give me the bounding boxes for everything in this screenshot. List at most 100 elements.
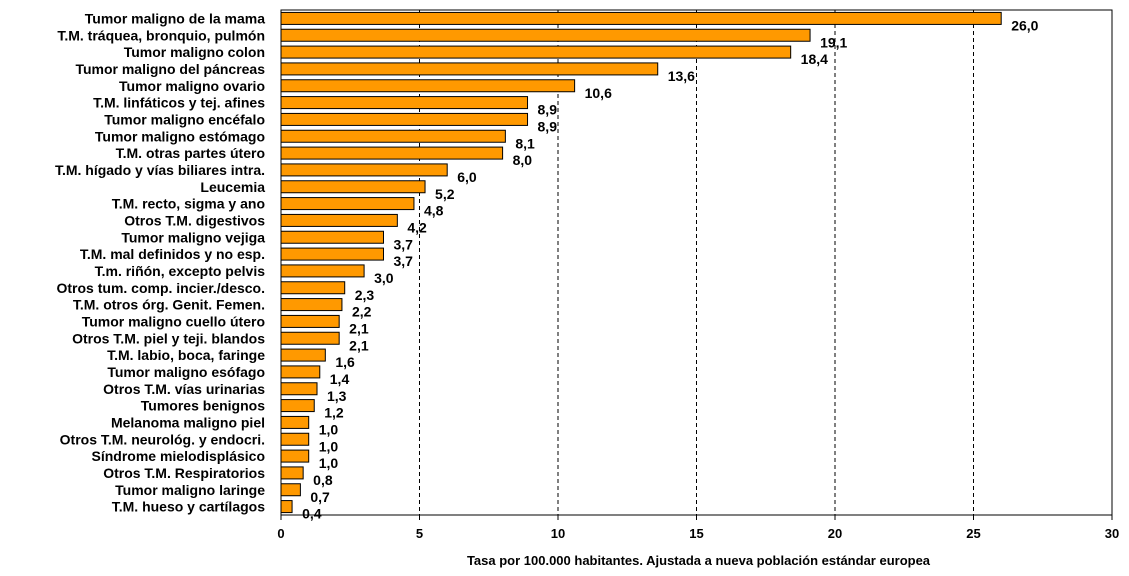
bar bbox=[280, 348, 326, 362]
value-label: 2,3 bbox=[355, 287, 375, 303]
category-label: T.M. linfáticos y tej. afines bbox=[93, 95, 265, 111]
bar bbox=[280, 79, 576, 93]
value-label: 3,7 bbox=[393, 253, 413, 269]
category-label: Tumor maligno esófago bbox=[107, 364, 265, 380]
bar bbox=[280, 230, 384, 244]
value-label: 0,8 bbox=[313, 472, 333, 488]
value-label: 1,0 bbox=[319, 438, 339, 454]
category-label: Otros T.M. neurológ. y endocri. bbox=[60, 431, 265, 447]
category-label: Otros tum. comp. incier./desco. bbox=[57, 280, 266, 296]
bar bbox=[280, 146, 504, 160]
value-label: 0,7 bbox=[310, 489, 330, 505]
value-label: 4,8 bbox=[424, 203, 444, 219]
bar bbox=[280, 298, 343, 312]
value-label: 19,1 bbox=[820, 34, 847, 50]
value-label: 1,4 bbox=[330, 371, 350, 387]
bar bbox=[280, 264, 365, 278]
value-label: 0,4 bbox=[302, 506, 322, 522]
category-label: T.M. otras partes útero bbox=[116, 145, 265, 161]
category-label: Síndrome mielodisplásico bbox=[92, 448, 266, 464]
value-label: 8,1 bbox=[515, 135, 535, 151]
x-tick-label: 5 bbox=[416, 526, 423, 541]
category-label: Tumor maligno encéfalo bbox=[104, 111, 265, 127]
bar bbox=[280, 62, 659, 76]
value-label: 2,2 bbox=[352, 304, 372, 320]
category-label: Melanoma maligno piel bbox=[111, 414, 265, 430]
category-label: T.M. recto, sigma y ano bbox=[112, 196, 265, 212]
value-label: 18,4 bbox=[801, 51, 828, 67]
category-label: Tumor maligno ovario bbox=[119, 78, 265, 94]
category-label: Tumores benignos bbox=[141, 398, 265, 414]
bar bbox=[280, 45, 792, 59]
category-label: Otros T.M. vías urinarias bbox=[103, 381, 265, 397]
x-tick-label: 10 bbox=[551, 526, 565, 541]
bar bbox=[280, 281, 346, 295]
category-label: Otros T.M. piel y teji. blandos bbox=[72, 330, 265, 346]
bar bbox=[280, 365, 321, 379]
value-label: 1,2 bbox=[324, 405, 344, 421]
value-label: 5,2 bbox=[435, 186, 455, 202]
value-label: 2,1 bbox=[349, 320, 369, 336]
bar bbox=[280, 96, 529, 110]
category-label: T.m. riñón, excepto pelvis bbox=[95, 263, 266, 279]
bar bbox=[280, 314, 340, 328]
category-label: Leucemia bbox=[200, 179, 265, 195]
category-label: Otros T.M. Respiratorios bbox=[103, 465, 265, 481]
bar bbox=[280, 163, 448, 177]
category-label: T.M. mal definidos y no esp. bbox=[80, 246, 265, 262]
x-tick-label: 15 bbox=[689, 526, 703, 541]
category-label: Tumor maligno del páncreas bbox=[75, 61, 265, 77]
bar bbox=[280, 415, 310, 429]
category-label: Tumor maligno colon bbox=[124, 44, 265, 60]
bar bbox=[280, 399, 315, 413]
value-labels: 26,019,118,413,610,68,98,98,18,06,05,24,… bbox=[302, 17, 1039, 521]
category-label: T.M. tráquea, bronquio, pulmón bbox=[57, 27, 265, 43]
bar bbox=[280, 197, 415, 211]
value-label: 8,9 bbox=[538, 102, 558, 118]
bar bbox=[280, 247, 384, 261]
category-label: Tumor maligno de la mama bbox=[85, 10, 265, 26]
value-label: 1,3 bbox=[327, 388, 347, 404]
bar bbox=[280, 331, 340, 345]
bar bbox=[280, 129, 506, 143]
value-label: 6,0 bbox=[457, 169, 477, 185]
value-label: 10,6 bbox=[585, 85, 612, 101]
bar bbox=[280, 449, 310, 463]
bar bbox=[280, 466, 304, 480]
gridlines bbox=[419, 10, 974, 515]
category-label: Tumor maligno cuello útero bbox=[82, 313, 265, 329]
category-label: Tumor maligno estómago bbox=[95, 128, 265, 144]
x-axis-title: Tasa por 100.000 habitantes. Ajustada a … bbox=[467, 553, 931, 568]
bar bbox=[280, 483, 301, 497]
category-label: T.M. hueso y cartílagos bbox=[112, 499, 265, 515]
category-label: T.M. labio, boca, faringe bbox=[107, 347, 265, 363]
bar bbox=[280, 382, 318, 396]
value-label: 1,0 bbox=[319, 421, 339, 437]
category-label: T.M. otros órg. Genit. Femen. bbox=[73, 297, 265, 313]
value-label: 1,6 bbox=[335, 354, 355, 370]
category-label: Tumor maligno laringe bbox=[115, 482, 265, 498]
value-label: 3,7 bbox=[393, 236, 413, 252]
x-axis-ticks: 0 5 10 15 20 25 30 bbox=[277, 515, 1119, 541]
category-label: T.M. hígado y vías biliares intra. bbox=[55, 162, 265, 178]
x-tick-label: 20 bbox=[828, 526, 842, 541]
value-label: 2,1 bbox=[349, 337, 369, 353]
bar bbox=[280, 28, 811, 42]
bar bbox=[280, 500, 293, 514]
value-label: 1,0 bbox=[319, 455, 339, 471]
bar bbox=[280, 432, 310, 446]
value-label: 3,0 bbox=[374, 270, 394, 286]
bar bbox=[280, 112, 529, 126]
value-label: 8,9 bbox=[538, 118, 558, 134]
bar bbox=[280, 180, 426, 194]
category-label: Otros T.M. digestivos bbox=[124, 212, 265, 228]
bar bbox=[280, 11, 1002, 25]
category-label: Tumor maligno vejiga bbox=[121, 229, 265, 245]
x-tick-label: 30 bbox=[1105, 526, 1119, 541]
bar bbox=[280, 213, 398, 227]
value-label: 13,6 bbox=[668, 68, 695, 84]
value-label: 8,0 bbox=[513, 152, 533, 168]
value-label: 26,0 bbox=[1011, 17, 1038, 33]
